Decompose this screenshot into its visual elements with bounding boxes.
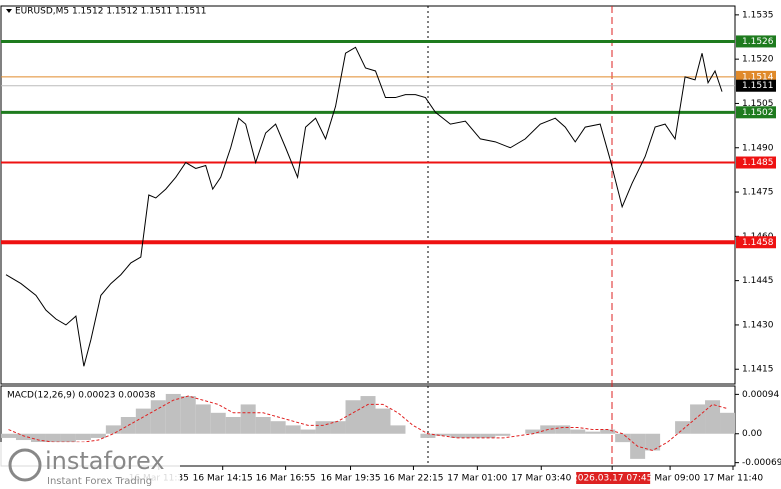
level-label: 1.1458 bbox=[742, 238, 774, 248]
chart-title: EURUSD,M5 1.1512 1.1512 1.1511 1.1511 bbox=[15, 7, 207, 17]
macd-bar bbox=[270, 421, 286, 434]
price-line bbox=[5, 46, 723, 367]
y-tick-label: 1.1505 bbox=[742, 99, 774, 109]
macd-bar bbox=[360, 396, 376, 434]
level-label: 1.1502 bbox=[742, 108, 774, 118]
y-tick-label: 1.1535 bbox=[742, 10, 774, 20]
macd-bar bbox=[720, 412, 736, 434]
macd-bar bbox=[495, 433, 511, 436]
macd-bar bbox=[480, 433, 496, 438]
macd-bar bbox=[390, 425, 406, 434]
macd-bar bbox=[90, 433, 106, 438]
brand: instaforex bbox=[45, 447, 165, 475]
y-tick-label: 1.1430 bbox=[742, 320, 774, 330]
x-tick-label: 16 Mar 19:35 bbox=[320, 474, 380, 484]
macd-bar bbox=[570, 429, 586, 434]
y-tick-label: 1.1445 bbox=[742, 276, 774, 286]
level-label: 1.1514 bbox=[742, 72, 774, 82]
slogan: Instant Forex Trading bbox=[47, 476, 152, 487]
macd-bar bbox=[195, 404, 211, 434]
macd-bar bbox=[315, 421, 331, 434]
macd-bar bbox=[300, 429, 316, 434]
x-tick-label: 16 Mar 22:15 bbox=[383, 474, 443, 484]
macd-bar bbox=[345, 400, 361, 434]
y-tick-label: 1.1520 bbox=[742, 55, 774, 65]
x-tick-label: 2026.03.17 07:45 bbox=[572, 474, 652, 484]
macd-bar bbox=[180, 396, 196, 434]
macd-bar bbox=[450, 433, 466, 438]
x-tick-label: 17 Mar 03:40 bbox=[511, 474, 571, 484]
macd-bar bbox=[150, 400, 166, 434]
x-tick-highlight bbox=[576, 472, 651, 484]
macd-bar bbox=[675, 421, 691, 434]
macd-bar bbox=[210, 412, 226, 434]
macd-bar bbox=[285, 425, 301, 434]
macd-bar bbox=[165, 393, 181, 434]
y-tick-label: 1.1475 bbox=[742, 188, 774, 198]
macd-bar bbox=[1, 433, 16, 438]
macd-bar bbox=[45, 433, 61, 443]
macd-bar bbox=[60, 433, 76, 443]
level-label-bg bbox=[736, 35, 776, 48]
x-tick-label: 16 Mar 16:55 bbox=[256, 474, 316, 484]
macd-bar bbox=[135, 408, 151, 434]
macd-bar bbox=[600, 429, 616, 434]
macd-bar bbox=[75, 433, 91, 441]
x-tick-label: 17 Mar 11:40 bbox=[703, 474, 763, 484]
macd-bar bbox=[705, 400, 721, 434]
macd-bar bbox=[465, 433, 481, 438]
level-label-bg bbox=[736, 156, 776, 169]
level-label: 1.1526 bbox=[742, 37, 774, 47]
macd-bar bbox=[615, 433, 631, 443]
level-label: 1.1511 bbox=[742, 81, 774, 91]
macd-bar bbox=[435, 433, 451, 436]
macd-bar bbox=[30, 433, 46, 443]
macd-bar bbox=[240, 404, 256, 434]
y-tick-label: 1.1415 bbox=[742, 365, 774, 375]
logo-icon bbox=[8, 448, 42, 482]
x-tick-label: 17 Mar 09:00 bbox=[640, 474, 700, 484]
y-tick-label: 0.00094 bbox=[742, 390, 779, 400]
level-label-bg bbox=[736, 106, 776, 119]
level-label-bg bbox=[736, 236, 776, 249]
logo: instaforex Instant Forex Trading bbox=[0, 442, 180, 489]
macd-bar bbox=[375, 408, 391, 434]
macd-bar bbox=[255, 416, 271, 434]
x-tick-label: 16 Mar 14:15 bbox=[193, 474, 253, 484]
level-label-bg bbox=[736, 79, 776, 92]
x-tick-label: 17 Mar 01:00 bbox=[447, 474, 507, 484]
macd-bar bbox=[525, 429, 541, 434]
signal-line bbox=[8, 395, 728, 452]
menu-icon bbox=[6, 9, 12, 13]
level-label: 1.1485 bbox=[742, 158, 774, 168]
macd-bar bbox=[420, 433, 436, 438]
macd-bar bbox=[585, 431, 601, 434]
y-tick-label: 0.00 bbox=[742, 429, 762, 439]
price-panel bbox=[0, 5, 736, 385]
macd-bar bbox=[330, 421, 346, 434]
macd-bar bbox=[555, 425, 571, 434]
macd-bar bbox=[225, 416, 241, 434]
macd-bar bbox=[15, 433, 31, 441]
y-tick-label: -0.00069 bbox=[742, 458, 781, 468]
macd-title: MACD(12,26,9) 0.00023 0.00038 bbox=[7, 391, 156, 401]
y-tick-label: 1.1490 bbox=[742, 143, 774, 153]
macd-bar bbox=[690, 404, 706, 434]
macd-bar bbox=[645, 433, 661, 451]
macd-bar bbox=[105, 425, 121, 434]
